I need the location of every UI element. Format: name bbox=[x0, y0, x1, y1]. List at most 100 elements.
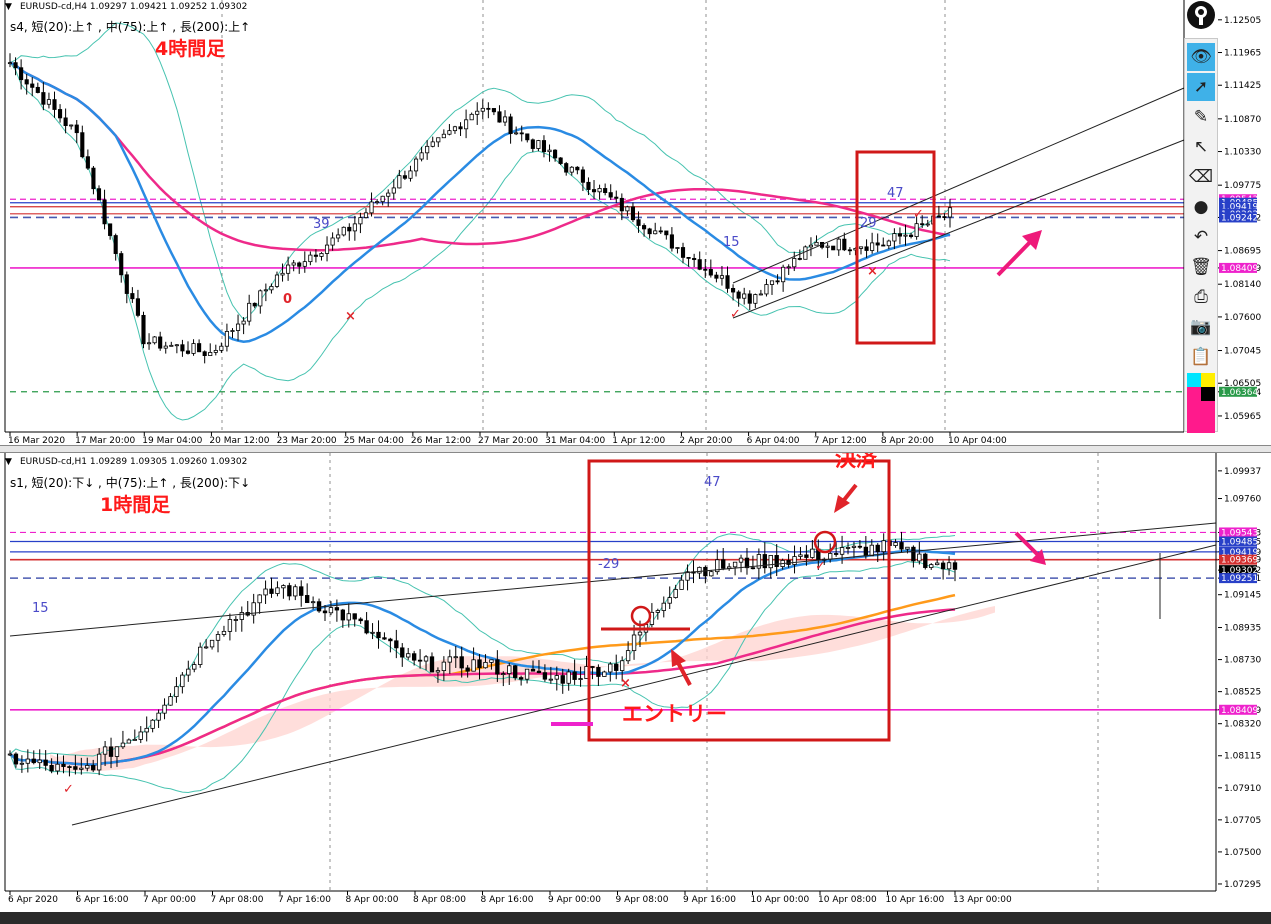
candle bbox=[845, 547, 851, 549]
candle bbox=[24, 79, 29, 85]
h4-header: EURUSD-cd,H4 1.09297 1.09421 1.09252 1.0… bbox=[20, 2, 247, 12]
h1-timeframe-label: 1時間足 bbox=[100, 494, 171, 516]
price-tick-label: 1.07705 bbox=[1224, 816, 1261, 826]
candle bbox=[435, 670, 441, 673]
line-icon[interactable]: ↖ bbox=[1193, 137, 1209, 157]
candle bbox=[692, 257, 697, 261]
candle bbox=[736, 291, 741, 299]
h1-dropdown-icon[interactable]: ▼ bbox=[5, 457, 12, 467]
candle bbox=[946, 562, 952, 570]
trash-icon[interactable]: 🗑 bbox=[1190, 257, 1212, 277]
logo-icon[interactable] bbox=[1186, 0, 1216, 30]
candle bbox=[146, 342, 152, 345]
eraser-icon[interactable]: ⌫ bbox=[1188, 167, 1214, 187]
candle bbox=[168, 696, 173, 706]
candle bbox=[798, 554, 803, 557]
candle bbox=[230, 330, 235, 332]
candle bbox=[732, 561, 738, 568]
ichimoku-cloud bbox=[50, 606, 995, 772]
time-tick-label: 1 Apr 12:00 bbox=[612, 436, 665, 445]
h1-level-label: 15 bbox=[32, 601, 49, 616]
candle bbox=[541, 140, 547, 153]
candle bbox=[742, 293, 747, 299]
candle bbox=[108, 223, 113, 236]
candle bbox=[758, 293, 763, 296]
candle bbox=[180, 674, 185, 688]
cursor-icon[interactable]: ➚ bbox=[1187, 73, 1215, 101]
price-tick-label: 1.09937 bbox=[1224, 467, 1261, 477]
candle bbox=[380, 195, 385, 203]
sma-200-line bbox=[9, 608, 956, 766]
trendline[interactable] bbox=[732, 87, 1185, 284]
undo-icon[interactable]: ↶ bbox=[1193, 227, 1209, 247]
h4-chart-pane[interactable]: 0 × ✓ × ✓ ▼ EURUSD-cd,H4 1.09297 1.09421 1.0… bbox=[0, 0, 1271, 446]
candle bbox=[934, 562, 940, 566]
price-tag bbox=[1219, 536, 1257, 547]
trendline[interactable] bbox=[9, 522, 1217, 637]
price-tick-label: 1.09145 bbox=[1224, 591, 1261, 601]
candle bbox=[293, 586, 298, 597]
candle bbox=[842, 238, 847, 251]
candle bbox=[425, 145, 430, 154]
h1-chart-pane[interactable]: ✓ × ✓ ▼ EURUSD-cd,H1 1.09289 1.09305 1.092… bbox=[0, 453, 1271, 913]
time-tick-label: 8 Apr 20:00 bbox=[881, 436, 934, 445]
candle bbox=[637, 631, 643, 636]
candle bbox=[575, 166, 580, 171]
time-tick-label: 20 Mar 12:00 bbox=[209, 436, 269, 445]
candle bbox=[102, 199, 107, 225]
candle bbox=[213, 349, 218, 353]
candle bbox=[655, 610, 661, 613]
candle bbox=[686, 257, 691, 259]
h1-level-label: -29 bbox=[598, 557, 619, 572]
color-palette-icon[interactable] bbox=[1187, 373, 1215, 433]
candle bbox=[675, 247, 680, 249]
candle bbox=[619, 197, 624, 212]
candle bbox=[750, 567, 756, 570]
eye-icon[interactable]: 👁 bbox=[1187, 43, 1215, 71]
price-tag bbox=[1219, 262, 1257, 273]
price-tag-label: 1.09369 bbox=[1221, 556, 1258, 566]
candle bbox=[281, 585, 286, 589]
candle bbox=[441, 133, 446, 139]
candle bbox=[905, 546, 910, 550]
trendline[interactable] bbox=[732, 139, 1185, 319]
candle bbox=[947, 207, 953, 218]
bollinger-lower-band bbox=[9, 62, 951, 421]
candle bbox=[319, 253, 324, 257]
candle bbox=[469, 113, 474, 121]
h4-dropdown-icon[interactable]: ▼ bbox=[5, 2, 12, 12]
candle bbox=[942, 216, 947, 218]
candle bbox=[49, 764, 54, 772]
candle bbox=[185, 350, 191, 354]
price-tick-label: 1.09760 bbox=[1224, 495, 1261, 505]
candle bbox=[316, 601, 322, 612]
candle bbox=[375, 201, 380, 204]
candle bbox=[542, 672, 548, 680]
dot-icon[interactable]: ● bbox=[1193, 197, 1209, 217]
candle bbox=[411, 653, 417, 661]
camera-icon[interactable]: 📷 bbox=[1190, 317, 1212, 337]
price-tag bbox=[1219, 554, 1257, 565]
pane-separator[interactable] bbox=[0, 445, 1271, 453]
price-tick-label: 1.08695 bbox=[1224, 247, 1261, 257]
candle bbox=[334, 607, 340, 611]
candle bbox=[586, 181, 591, 190]
print-icon[interactable]: ⎙ bbox=[1194, 287, 1208, 307]
h4-chart-canvas[interactable]: 0 × ✓ × ✓ ▼ EURUSD-cd,H4 1.09297 1.09421 1.0… bbox=[0, 0, 1271, 445]
candle bbox=[233, 619, 239, 621]
h4-price-axis: 1.12505 1.11965 1.11425 1.10870 1.10330 1.097… bbox=[1218, 16, 1261, 422]
h4-highlight-box bbox=[855, 150, 936, 345]
candle bbox=[441, 661, 447, 671]
trendline[interactable] bbox=[71, 544, 1217, 826]
candle bbox=[138, 731, 143, 740]
price-tag bbox=[1219, 704, 1257, 715]
candle bbox=[491, 108, 496, 113]
h1-chart-canvas[interactable]: ✓ × ✓ ▼ EURUSD-cd,H1 1.09289 1.09305 1.092… bbox=[0, 453, 1271, 912]
candle bbox=[591, 189, 597, 193]
time-tick-label: 26 Mar 12:00 bbox=[411, 436, 471, 445]
clipboard-icon[interactable]: 📋 bbox=[1190, 347, 1212, 367]
candle bbox=[669, 234, 674, 249]
pencil-icon[interactable]: ✎ bbox=[1193, 107, 1209, 127]
candle bbox=[79, 767, 84, 770]
